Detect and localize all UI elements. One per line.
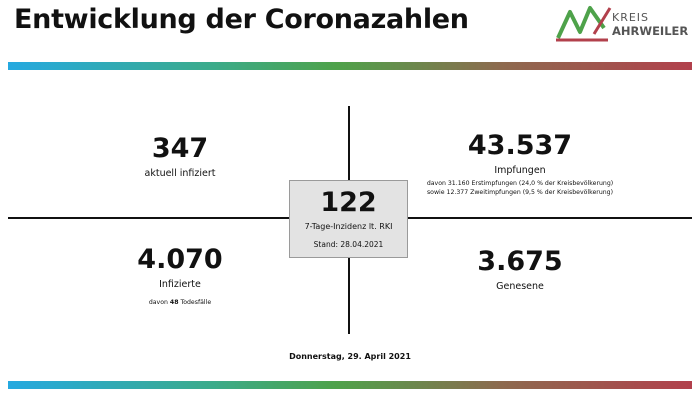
bottom-gradient-bar: [8, 381, 692, 389]
recovered-label: Genesene: [496, 281, 544, 292]
second-vaccinations-note: sowie 12.377 Zweitimpfungen (9,5 % der K…: [426, 189, 614, 196]
total-infections-stat: 4.070 Infizierte davon 48 Todesfälle: [100, 245, 260, 307]
incidence-label: 7-Tage-Inzidenz lt. RKI: [304, 222, 393, 231]
incidence-date: Stand: 28.04.2021: [313, 240, 384, 249]
kreis-ahrweiler-logo: KREIS AHRWEILER: [554, 4, 694, 44]
first-vaccinations-note: davon 31.160 Erstimpfungen (24,0 % der K…: [426, 180, 614, 187]
vaccinations-label: Impfungen: [494, 165, 546, 176]
report-date: Donnerstag, 29. April 2021: [289, 352, 411, 361]
vaccinations-stat: 43.537 Impfungen davon 31.160 Erstimpfun…: [420, 131, 620, 197]
deaths-note: davon 48 Todesfälle: [148, 299, 212, 306]
total-infections-label: Infizierte: [159, 279, 201, 290]
incidence-value: 122: [320, 187, 377, 218]
logo-text-ahrweiler: AHRWEILER: [612, 24, 689, 38]
recovered-stat: 3.675 Genesene: [440, 246, 600, 293]
logo-mark-icon: [556, 6, 612, 42]
active-infections-stat: 347 aktuell infiziert: [100, 133, 260, 180]
vaccinations-value: 43.537: [467, 130, 573, 161]
total-infections-value: 4.070: [137, 244, 223, 275]
logo-text-kreis: KREIS: [612, 11, 650, 24]
deaths-value: 48: [169, 299, 179, 306]
incidence-box: 122 7-Tage-Inzidenz lt. RKI Stand: 28.04…: [289, 180, 408, 258]
top-gradient-bar: [8, 62, 692, 70]
active-infections-label: aktuell infiziert: [144, 168, 216, 179]
active-infections-value: 347: [151, 133, 209, 164]
recovered-value: 3.675: [477, 246, 563, 277]
page-title: Entwicklung der Coronazahlen: [14, 4, 469, 35]
